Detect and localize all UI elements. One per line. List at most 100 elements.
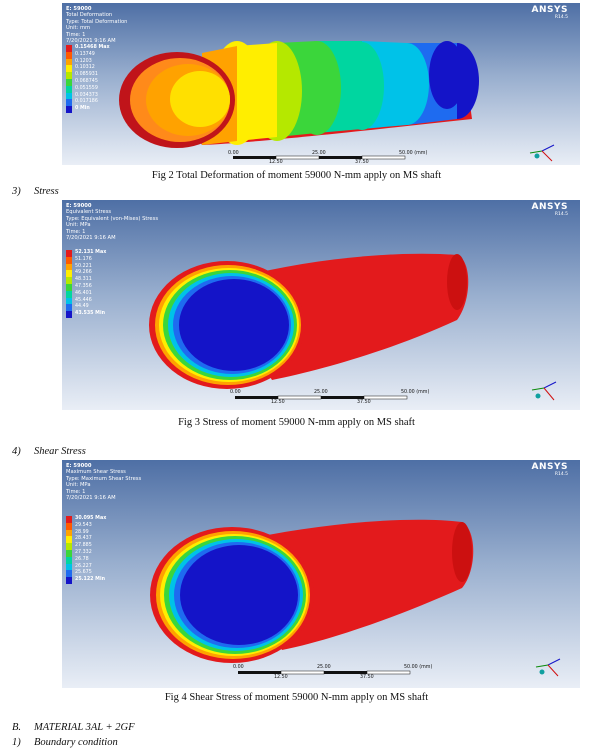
legend-label: 25.675 xyxy=(75,570,92,576)
section-title: Boundary condition xyxy=(34,737,118,748)
legend-swatch xyxy=(66,283,72,291)
legend-label: 30.095 Max xyxy=(75,516,107,521)
legend-label: 27.332 xyxy=(75,549,92,555)
fig2-header-line: Type: Total Deformation xyxy=(66,18,128,25)
legend-label: 0.13749 xyxy=(75,51,95,57)
legend-swatch xyxy=(66,106,72,113)
legend-swatch xyxy=(66,536,72,544)
scale-label: 12.50 xyxy=(269,160,283,165)
section-heading: 4) Shear Stress xyxy=(12,446,86,457)
legend-label: 28.99 xyxy=(75,529,89,535)
legend-label: 0.15468 Max xyxy=(75,45,110,50)
legend-swatch xyxy=(66,556,72,564)
fig4-caption: Fig 4 Shear Stress of moment 59000 N-mm … xyxy=(164,692,429,703)
scale-label: 50.00 (mm) xyxy=(401,390,430,395)
fig4-shaft-model xyxy=(150,519,561,677)
legend-swatch xyxy=(66,263,72,271)
scale-label: 0.00 xyxy=(230,390,241,395)
scale-label: 12.50 xyxy=(274,675,288,680)
legend-swatch xyxy=(66,85,72,93)
legend-label: 0.034373 xyxy=(75,92,98,98)
scale-label: 37.50 xyxy=(360,675,374,680)
axis-triad[interactable] xyxy=(529,144,555,162)
fig4-header-line: Time: 1 xyxy=(66,488,86,495)
legend-label: 49.266 xyxy=(75,270,92,276)
fig3-shaft-model xyxy=(149,253,557,401)
legend-swatch xyxy=(66,58,72,66)
section-heading: 1) Boundary condition xyxy=(12,737,118,748)
legend-label: 26.227 xyxy=(75,563,92,569)
fig3-header-line: E: 59000 xyxy=(66,203,92,209)
fig2-scale-bar: 0.00 25.00 50.00 (mm) 12.50 37.50 xyxy=(62,151,580,165)
legend-label: 27.885 xyxy=(75,543,92,549)
ansys-logo: ANSYS xyxy=(531,202,568,212)
fig4-viewport: E: 59000 Maximum Shear Stress Type: Maxi… xyxy=(62,460,580,688)
legend-swatch xyxy=(66,270,72,278)
legend-swatch xyxy=(66,45,72,52)
legend-label: 43.535 Min xyxy=(75,311,106,317)
legend-swatch xyxy=(66,78,72,86)
legend-swatch xyxy=(66,65,72,73)
ansys-version: R14.5 xyxy=(554,212,568,217)
legend-swatch xyxy=(66,522,72,530)
axis-triad[interactable] xyxy=(531,381,557,401)
section-title: MATERIAL 3AL + 2GF xyxy=(34,722,135,733)
fig3-header-line: 7/20/2021 9:16 AM xyxy=(66,235,116,242)
fig3-header-line: Time: 1 xyxy=(66,228,86,235)
ansys-logo: ANSYS xyxy=(531,462,568,472)
section-title: Shear Stress xyxy=(34,446,86,457)
legend-label: 0.1203 xyxy=(75,58,92,64)
legend-swatch xyxy=(66,277,72,284)
legend-swatch xyxy=(66,570,72,578)
legend-label: 29.543 xyxy=(75,522,92,528)
fig4-header-line: Unit: MPa xyxy=(66,482,91,489)
legend-label: 0.085931 xyxy=(75,72,98,78)
legend-label: 45.446 xyxy=(75,297,92,303)
section-heading: 3) Stress xyxy=(12,186,59,197)
fig3-header-line: Unit: MPa xyxy=(66,222,91,229)
legend-swatch xyxy=(66,92,72,100)
fig4-header-line: 7/20/2021 9:16 AM xyxy=(66,495,116,502)
legend-label: 48.311 xyxy=(75,277,92,283)
legend-label: 44.49 xyxy=(75,304,89,310)
legend-label: 0.017186 xyxy=(75,99,98,105)
scale-label: 12.50 xyxy=(271,400,285,405)
legend-swatch xyxy=(66,529,72,537)
scale-label: 0.00 xyxy=(228,151,239,156)
fig4-header-line: E: 59000 xyxy=(66,463,92,469)
legend-swatch xyxy=(66,549,72,557)
legend-swatch xyxy=(66,51,72,59)
legend-swatch xyxy=(66,72,72,79)
legend-label: 50.221 xyxy=(75,263,92,269)
legend-swatch xyxy=(66,543,72,550)
fig4-header: E: 59000 Maximum Shear Stress Type: Maxi… xyxy=(66,463,141,501)
legend-label: 25.122 Min xyxy=(75,577,106,583)
fig3-header: E: 59000 Equivalent Stress Type: Equival… xyxy=(66,203,158,241)
fig2-header-line: Unit: mm xyxy=(66,25,91,32)
fig4-header-line: Maximum Shear Stress xyxy=(66,469,126,476)
scale-label: 0.00 xyxy=(233,665,244,670)
legend-swatch xyxy=(66,516,72,523)
legend-swatch xyxy=(66,577,72,584)
axis-triad[interactable] xyxy=(535,658,561,677)
legend-label: 26.78 xyxy=(75,556,89,562)
section-title: Stress xyxy=(34,186,59,197)
scale-label: 25.00 xyxy=(314,390,328,395)
ansys-version: R14.5 xyxy=(554,472,568,477)
fig3-header-line: Type: Equivalent (von-Mises) Stress xyxy=(66,215,159,222)
section-number: 3) xyxy=(12,186,21,197)
section-number: B. xyxy=(12,722,22,733)
fig2-header-line: Time: 1 xyxy=(66,31,86,38)
legend-label: 28.437 xyxy=(75,536,92,542)
legend-swatch xyxy=(66,290,72,298)
legend-label: 46.401 xyxy=(75,290,92,296)
scale-label: 50.00 (mm) xyxy=(399,151,428,156)
fig2-header-line: 7/20/2021 9:16 AM xyxy=(66,38,116,45)
fig4-header-line: Type: Maximum Shear Stress xyxy=(66,475,142,482)
scale-label: 25.00 xyxy=(312,151,326,156)
legend-swatch xyxy=(66,563,72,571)
legend-label: 0 Min xyxy=(75,106,90,112)
legend-label: 0.068745 xyxy=(75,78,98,84)
fig3-scale-bar: 0.00 25.00 50.00 (mm) 12.50 37.50 xyxy=(62,390,580,408)
fig2-header-line: E: 59000 xyxy=(66,6,92,12)
